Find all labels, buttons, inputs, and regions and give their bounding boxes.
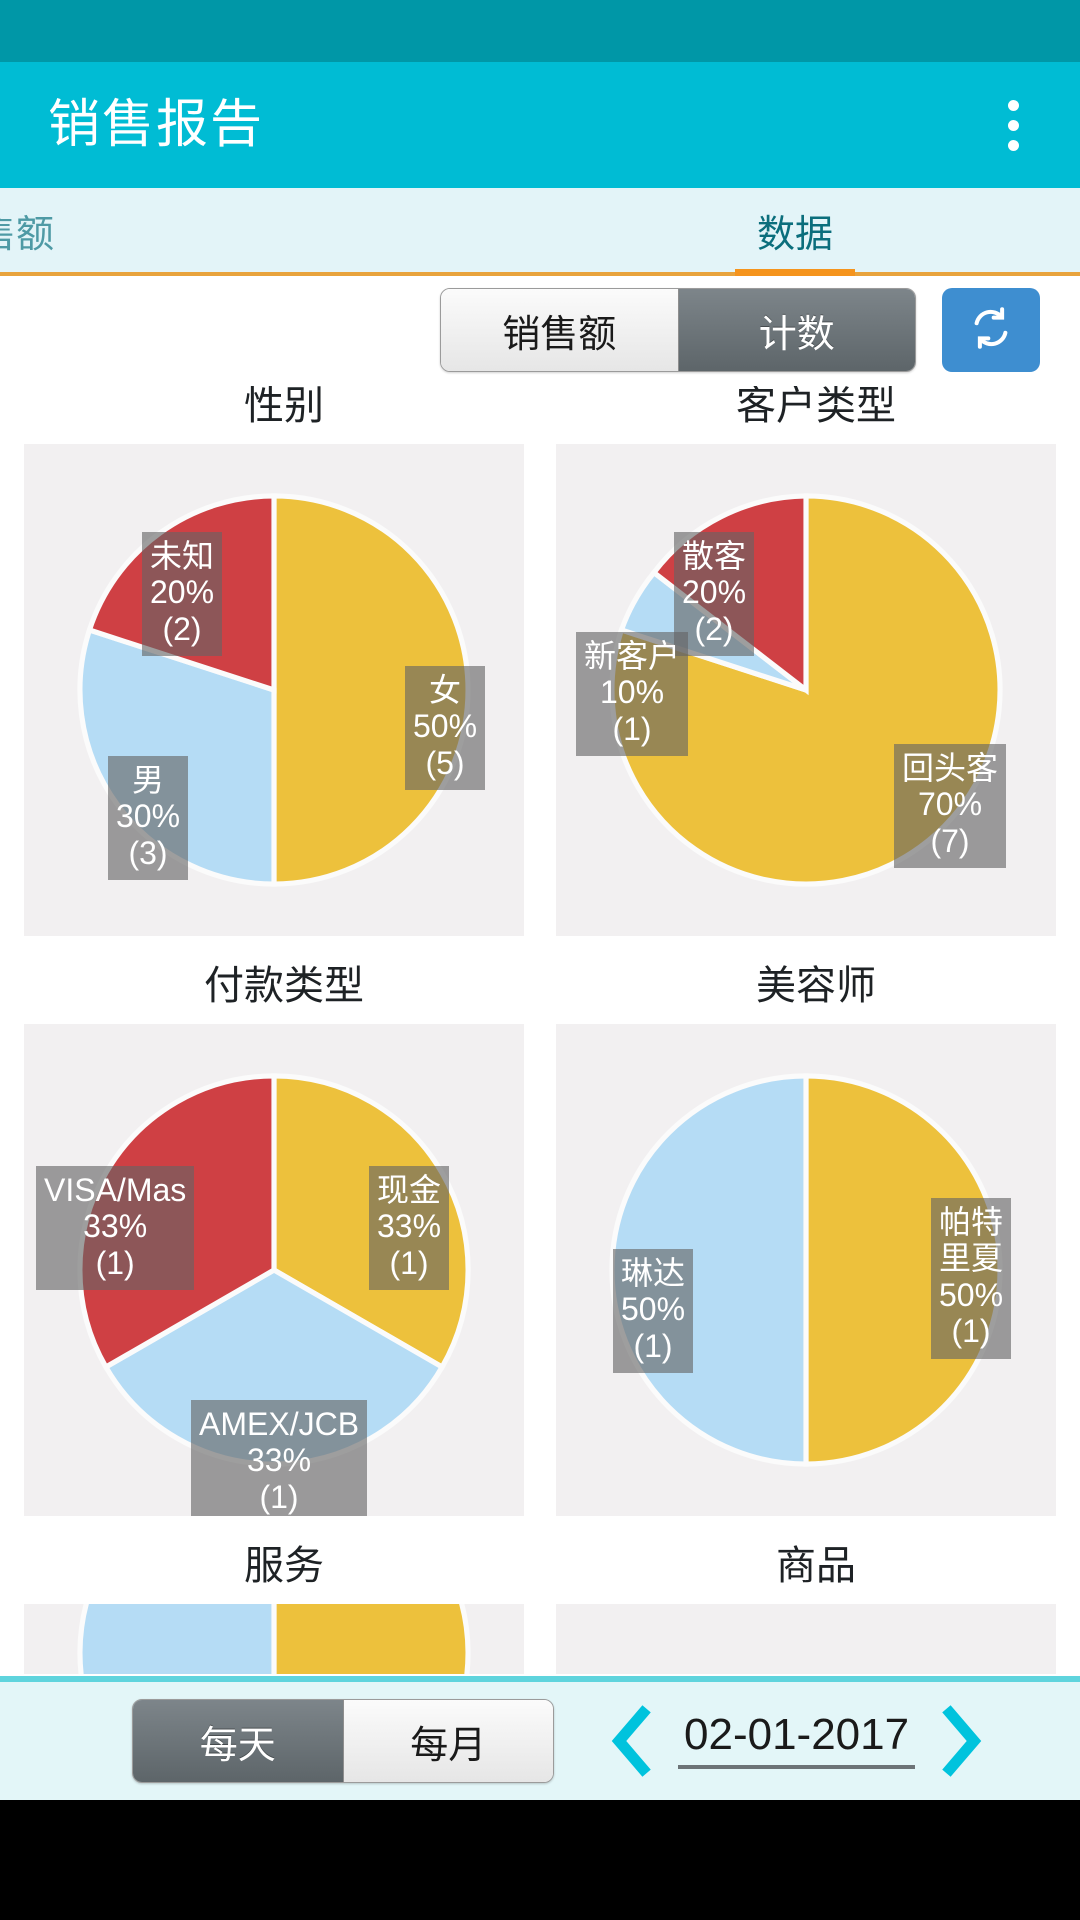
chart-title-gender: 性别 xyxy=(244,386,324,428)
chart-title-beautician: 美容师 xyxy=(756,964,876,1008)
metric-toggle-sales[interactable]: 销售额 xyxy=(441,289,678,371)
chart-cell-gender: 性别 未知 20% (2) xyxy=(24,386,544,936)
system-nav-bar xyxy=(0,1800,1080,1920)
pie-label-female: 女 50% (5) xyxy=(405,666,486,791)
bottom-toolbar: 每天 每月 02-01-2017 xyxy=(0,1676,1080,1800)
page-title: 销售报告 xyxy=(48,96,265,154)
pie-label-cash: 现金 33% (1) xyxy=(369,1166,450,1291)
period-toggle-monthly[interactable]: 每月 xyxy=(342,1700,553,1782)
chart-title-service: 服务 xyxy=(244,1544,324,1588)
pie-label-unknown: 未知 20% (2) xyxy=(142,532,223,657)
chart-panel-product[interactable] xyxy=(556,1604,1056,1674)
pie-label-linda: 琳达 50% (1) xyxy=(613,1249,694,1374)
metric-toggle[interactable]: 销售额 计数 xyxy=(440,288,916,372)
refresh-icon xyxy=(968,305,1014,356)
app-bar: 销售报告 xyxy=(0,62,1080,188)
pie-label-patricia: 帕特 里夏 50% (1) xyxy=(931,1198,1012,1359)
pie-label-visa-master: VISA/Mas 33% (1) xyxy=(36,1166,195,1291)
period-toggle-daily[interactable]: 每天 xyxy=(133,1700,343,1782)
chart-title-customer-type: 客户类型 xyxy=(736,386,896,428)
chevron-left-icon[interactable] xyxy=(602,1701,660,1781)
chart-cell-payment-type: 付款类型 VISA/Mas 33% (1) xyxy=(24,966,544,1516)
date-value[interactable]: 02-01-2017 xyxy=(678,1713,916,1769)
status-bar xyxy=(0,0,1080,62)
tab-data[interactable]: 数据 xyxy=(510,188,1080,272)
chart-panel-beautician[interactable]: 琳达 50% (1) 帕特 里夏 50% (1) xyxy=(556,1024,1056,1516)
refresh-button[interactable] xyxy=(942,288,1040,372)
chart-cell-product: 商品 xyxy=(556,1546,1076,1674)
chart-cell-beautician: 美容师 琳达 50% (1) 帕特 里夏 xyxy=(556,966,1076,1516)
charts-grid: 性别 未知 20% (2) xyxy=(0,386,1080,1674)
chart-panel-customer-type[interactable]: 散客 20% (2) 新客户 10% (1) 回头客 70% (7) xyxy=(556,444,1056,936)
pie-label-new-customer: 新客户 10% (1) xyxy=(576,632,689,757)
date-navigator: 02-01-2017 xyxy=(602,1701,991,1781)
more-vert-icon[interactable] xyxy=(968,80,1058,170)
period-toggle[interactable]: 每天 每月 xyxy=(132,1699,554,1783)
pie-service xyxy=(76,1604,472,1674)
chevron-right-icon[interactable] xyxy=(933,1701,991,1781)
chart-title-payment-type: 付款类型 xyxy=(204,964,364,1008)
tab-bar: 销售额 数据 xyxy=(0,188,1080,276)
pie-label-amex-jcb: AMEX/JCB 33% (1) xyxy=(191,1400,368,1516)
chart-panel-service[interactable] xyxy=(24,1604,524,1674)
pie-label-returning: 回头客 70% (7) xyxy=(894,744,1007,869)
tab-data-label: 数据 xyxy=(756,213,833,256)
chart-cell-service: 服务 xyxy=(24,1546,544,1674)
chart-cell-customer-type: 客户类型 散客 20% (2) xyxy=(556,386,1076,936)
chart-title-product: 商品 xyxy=(776,1544,856,1588)
tab-sales-label: 销售额 xyxy=(0,213,55,256)
metric-toggle-count[interactable]: 计数 xyxy=(677,289,915,371)
chart-panel-gender[interactable]: 未知 20% (2) 男 30% (3) 女 50% (5) xyxy=(24,444,524,936)
tab-sales[interactable]: 销售额 xyxy=(0,188,510,272)
pie-label-male: 男 30% (3) xyxy=(108,756,189,881)
chart-panel-payment-type[interactable]: VISA/Mas 33% (1) AMEX/JCB 33% (1) 现金 33%… xyxy=(24,1024,524,1516)
